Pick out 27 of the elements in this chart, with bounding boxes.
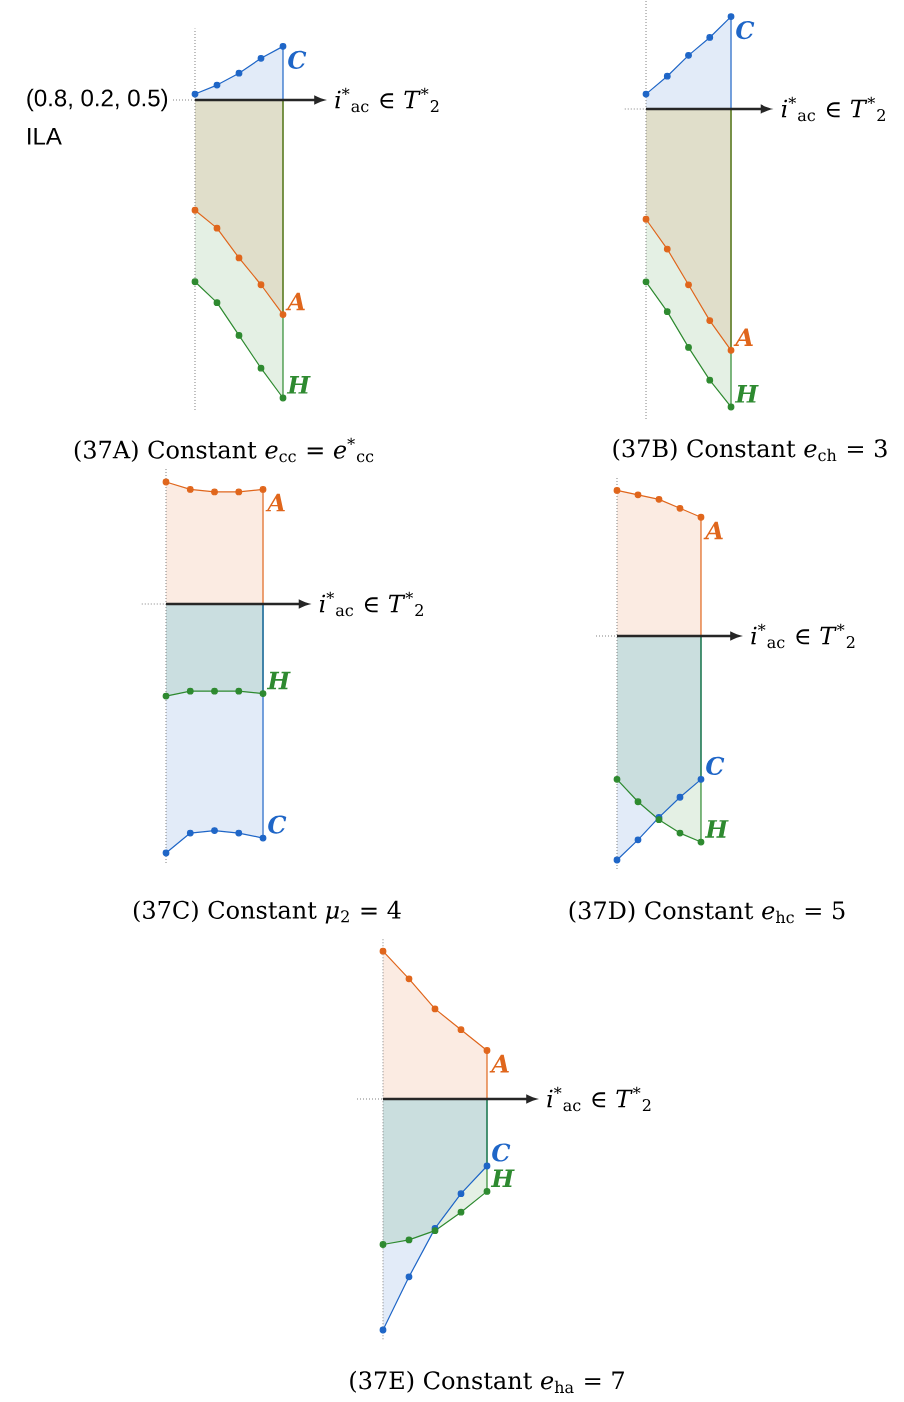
series-label: H (734, 385, 759, 403)
series-label: A (733, 328, 753, 346)
text: ILA (28, 127, 62, 145)
series-label: C (268, 815, 287, 834)
text: (37C) Constant μ$_{2}$ = 4 (133, 900, 401, 924)
text: (37D) Constant e$_{hc}$ = 5 (569, 900, 845, 924)
x-axis-title: i$^{*}$$_{ac}$ ∈ T$^{*}$2 (781, 96, 885, 122)
x-axis-title: i$^{*}$$_{ac}$ ∈ T$^{*}$2 (319, 591, 423, 617)
series-label: C (706, 756, 725, 775)
legend-label: A (489, 1054, 509, 1073)
series-label: A (285, 292, 305, 311)
text: (37A) Constant e$_{cc}$ = e$^{*}$cc (74, 437, 374, 463)
series-label: C (736, 21, 755, 40)
series-label: A (265, 493, 285, 512)
series-label: A (703, 521, 723, 540)
text: (0.8, 0.2, 0.5) (27, 88, 168, 112)
text: (37E) Constant e$_{ha}$ = 7 (350, 1370, 624, 1394)
x-axis-title: i$^{*}$$_{ac}$ ∈ T$^{*}$2 (335, 87, 439, 113)
legend-label: C (288, 50, 307, 69)
x-axis-title: i$^{*}$$_{ac}$ ∈ T$^{*}$2 (547, 1086, 651, 1112)
series-label: H (266, 671, 291, 690)
series-label: C (492, 1143, 511, 1162)
text: (37B) Constant e$_{ch}$ = 3 (613, 438, 887, 462)
series-label: H (490, 1169, 515, 1187)
x-axis-title: i$^{*}$$_{ac}$ ∈ T$^{*}$2 (751, 623, 855, 649)
series-label: H (286, 376, 311, 394)
series-label: H (704, 820, 729, 838)
